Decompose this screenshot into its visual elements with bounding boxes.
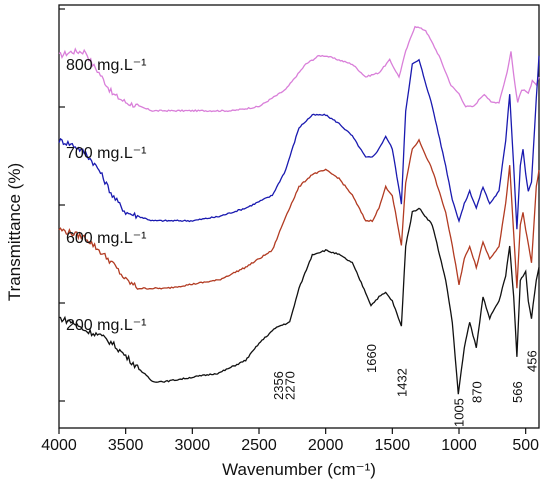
peak-label: 566	[510, 381, 525, 403]
series-line	[58, 207, 540, 395]
plot-frame	[58, 4, 540, 429]
series-line	[58, 55, 540, 230]
y-axis-ticks	[59, 8, 65, 402]
x-axis-title: Wavenumber (cm⁻¹)	[222, 460, 376, 479]
series-label: 600 mg.L⁻¹	[66, 230, 146, 247]
series-label: 800 mg.L⁻¹	[66, 57, 146, 74]
x-tick-label: 1000	[441, 437, 477, 454]
peak-label: 2356	[271, 371, 286, 400]
x-tick-label: 2000	[308, 437, 344, 454]
peak-label: 870	[469, 381, 484, 403]
series-labels: 800 mg.L⁻¹ 700 mg.L⁻¹ 600 mg.L⁻¹ 200 mg.L⁻¹	[66, 57, 146, 334]
x-tick-label: 3000	[175, 437, 211, 454]
series-label: 700 mg.L⁻¹	[66, 145, 146, 162]
y-axis-title: Transmittance (%)	[5, 163, 24, 301]
series-line	[58, 25, 540, 113]
x-axis-ticks: 4000 3500 3000 2500 2000 1500 1000 500	[41, 428, 539, 454]
x-tick-label: 2500	[241, 437, 277, 454]
series-line	[58, 138, 540, 290]
peak-label: 1432	[394, 368, 409, 397]
peak-label: 1660	[364, 344, 379, 373]
peak-label: 456	[525, 350, 540, 372]
peak-label: 2270	[283, 371, 298, 400]
peak-label: 1005	[451, 398, 466, 427]
x-tick-label: 1500	[375, 437, 411, 454]
x-tick-label: 3500	[108, 437, 144, 454]
x-tick-label: 4000	[41, 437, 77, 454]
series-label: 200 mg.L⁻¹	[66, 317, 146, 334]
x-tick-label: 500	[512, 437, 539, 454]
spectra	[58, 25, 540, 395]
